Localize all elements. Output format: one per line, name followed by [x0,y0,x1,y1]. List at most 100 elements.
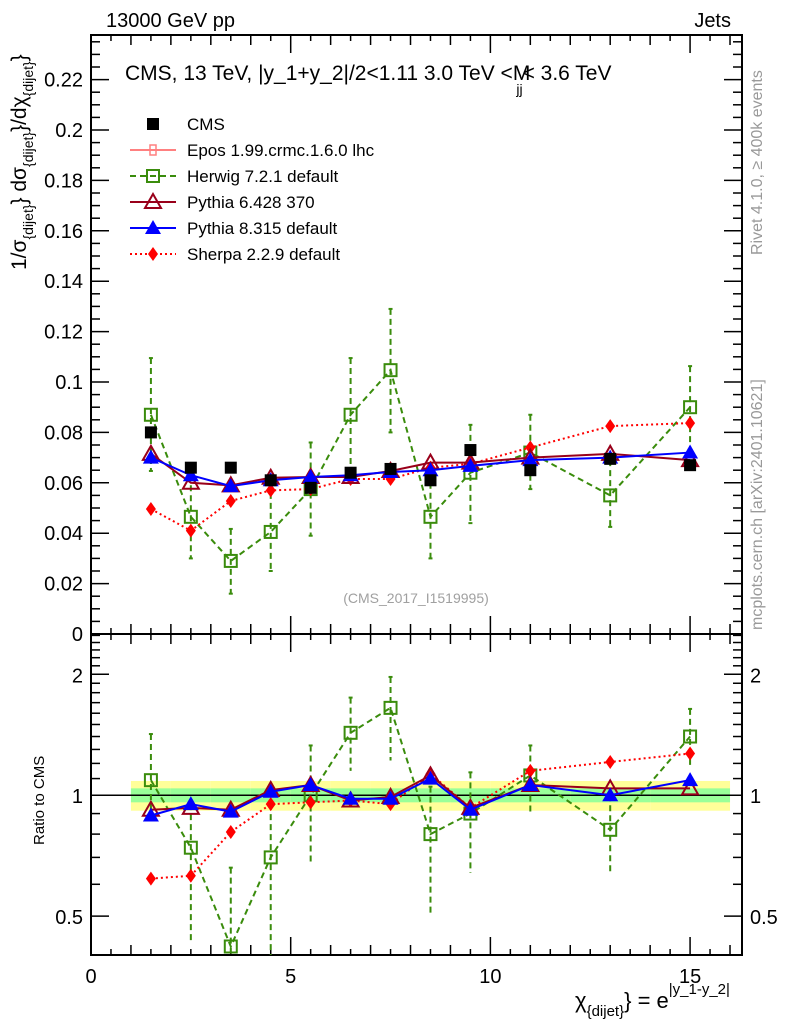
legend-label: CMS [187,115,225,134]
plot-title-tail: < 3.6 TeV [523,62,612,85]
y-label-part: } dσ [8,167,31,205]
legend-entry: Pythia 6.428 370 [130,191,315,212]
ratio-y-tick-label-right: 1 [750,786,761,808]
series-line [150,422,691,532]
plot-title: CMS, 13 TeV, |y_1+y_2|/2<1.11 3.0 TeV <M… [125,62,612,97]
data-point [524,464,537,477]
ratio-data-point [302,777,319,792]
data-point [604,452,617,465]
data-point [264,474,277,487]
y-tick-label: 0.02 [44,574,83,596]
data-point [265,483,276,498]
legend-label: Epos 1.99.crmc.1.6.0 lhc [187,141,375,160]
data-point [185,523,196,538]
x-label-sup: |y_1-y_2| [669,981,730,998]
data-point [143,407,158,422]
header-right-label: Jets [694,10,731,32]
y-tick-label: 0.04 [44,523,83,545]
x-tick-label: 15 [679,966,701,988]
ratio-panel: 0 5 10 15 0.5 0.5 1 1 2 2 [55,633,778,988]
data-point [423,509,438,524]
ratio-y-tick-label: 1 [72,786,83,808]
y-tick-label: 0.2 [55,120,83,142]
legend-marker [147,144,159,156]
data-point [422,462,439,477]
header-left-label: 13000 GeV pp [106,10,235,32]
ratio-data-point [525,763,536,778]
ratio-data-point [145,871,156,886]
series-cms [144,426,697,494]
data-point [145,502,156,517]
y-label-sub: {dijet} [20,61,36,96]
ratio-data-point [605,754,616,769]
ratio-data-point [263,850,278,865]
legend-label: Pythia 8.315 default [187,219,338,238]
ratio-y-axis-label: Ratio to CMS [31,756,48,845]
data-point [343,407,358,422]
legend-entry: CMS [147,115,225,134]
data-point [462,457,479,472]
ratio-y-tick-label: 2 [72,665,83,687]
data-point [464,444,477,457]
ratio-data-point [422,770,439,785]
rivet-label: Rivet 4.1.0, ≥ 400k events [749,70,766,255]
legend-entry: Epos 1.99.crmc.1.6.0 lhc [130,141,375,160]
mcplots-label: mcplots.cern.ch [arXiv:2401.10621] [749,379,766,630]
legend-entry: Herwig 7.2.1 default [130,167,338,186]
ratio-data-point [222,803,239,818]
plot-title-main: CMS, 13 TeV, |y_1+y_2|/2<1.11 3.0 TeV <M [125,62,530,85]
data-point [182,467,199,482]
data-point [683,400,698,415]
y-axis-label: 1/σ{dijet}} dσ{dijet}}/dχ{dijet}} [8,54,36,270]
legend-entry: Pythia 8.315 default [130,219,338,238]
ratio-data-point [223,939,238,954]
ratio-series-line [150,777,691,817]
data-point [142,449,159,464]
data-point [184,461,197,474]
ratio-data-point [382,790,399,805]
y-tick-label: 0.22 [44,70,83,92]
y-tick-label: 0.06 [44,473,83,495]
legend-marker [147,118,159,130]
legend-entry: Sherpa 2.2.9 default [130,245,340,264]
ratio-data-point [142,807,159,822]
ratio-data-point [680,778,700,796]
ratio-data-point [305,795,316,810]
data-point [605,419,616,434]
data-point [522,452,539,467]
data-point [263,524,278,539]
data-point [181,472,201,490]
y-tick-label: 0.1 [55,372,83,394]
ratio-data-point [383,700,398,715]
y-tick-label: 0.08 [44,422,83,444]
plot-title-sub: jj [515,81,522,97]
analysis-tag: (CMS_2017_I1519995) [343,590,489,606]
y-tick-label: 0.14 [44,271,83,293]
ratio-y-tick-label: 0.5 [55,907,83,929]
ratio-data-point [682,772,699,787]
series-line [150,451,691,488]
x-label-chi: χ [575,988,587,1013]
legend-marker [145,220,161,234]
data-point [344,466,357,479]
ratio-data-point [602,787,619,802]
data-point [384,462,397,475]
x-label-sub: {dijet} [587,1003,625,1020]
ratio-data-point [683,729,698,744]
x-tick-label: 0 [85,966,96,988]
ratio-data-point [343,725,358,740]
y-label-part: 1/σ [8,239,31,270]
x-tick-label: 10 [479,966,501,988]
x-tick-label: 5 [285,966,296,988]
ratio-data-point [603,822,618,837]
ratio-y-tick-label-right: 2 [750,665,761,687]
y-label-part: }/dχ [8,96,31,132]
ratio-data-point [522,777,539,792]
data-point [525,440,536,455]
y-tick-label: 0 [72,624,83,646]
data-point [424,474,437,487]
ratio-data-point [262,783,279,798]
data-point [183,509,198,524]
data-point [224,461,237,474]
